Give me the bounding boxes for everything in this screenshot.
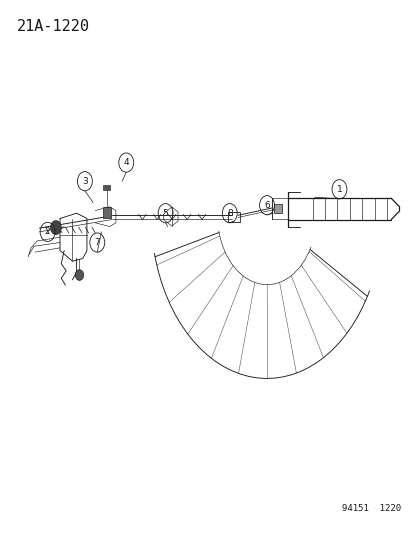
Text: 2: 2 — [45, 228, 50, 236]
Circle shape — [50, 221, 61, 235]
Bar — [273, 204, 281, 213]
Bar — [103, 185, 110, 190]
Bar — [102, 207, 111, 218]
Bar — [227, 212, 240, 222]
Text: 21A-1220: 21A-1220 — [17, 19, 89, 34]
Text: 8: 8 — [226, 209, 232, 217]
Text: 5: 5 — [162, 209, 168, 217]
Text: 1: 1 — [336, 185, 342, 193]
Text: 94151  1220: 94151 1220 — [342, 504, 401, 513]
Text: 7: 7 — [94, 238, 100, 247]
Circle shape — [75, 270, 83, 280]
Text: 4: 4 — [123, 158, 129, 167]
Text: 6: 6 — [263, 201, 269, 209]
Text: 3: 3 — [82, 177, 88, 185]
